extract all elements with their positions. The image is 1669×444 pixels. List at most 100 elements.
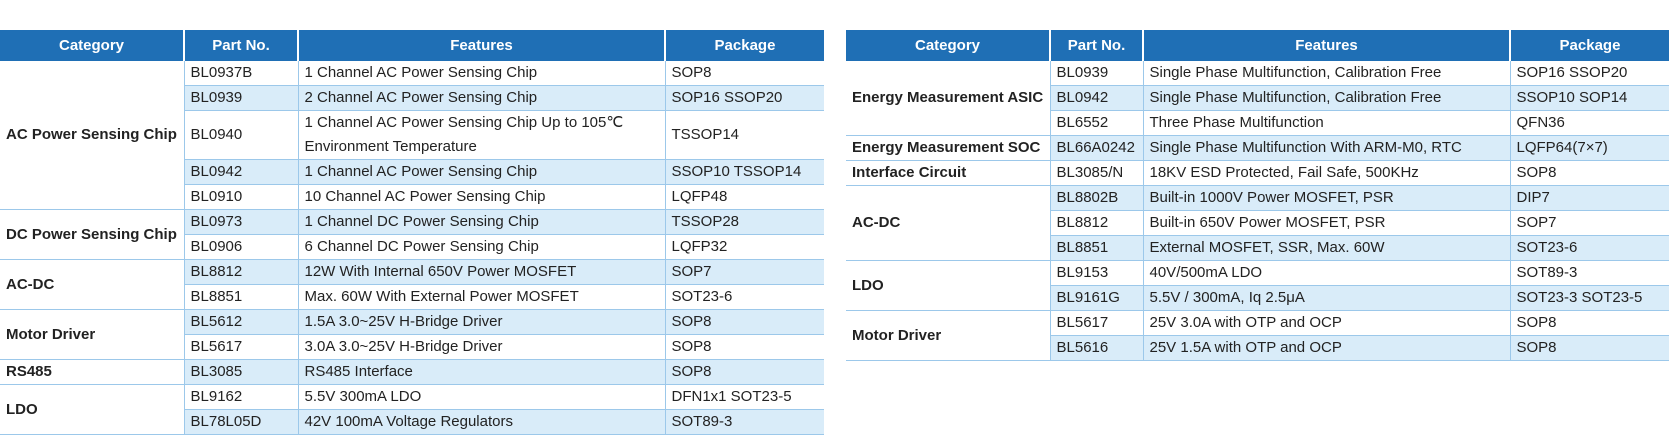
- part-no-cell: BL3085/N: [1050, 160, 1144, 186]
- package-cell: SOT89-3: [665, 409, 824, 435]
- features-cell: 1 Channel AC Power Sensing Chip: [298, 61, 666, 86]
- package-cell: SOP8: [665, 61, 824, 86]
- package-cell: SOP7: [665, 259, 824, 285]
- part-no-cell: BL8851: [1050, 235, 1144, 261]
- part-no-cell: BL5617: [1050, 310, 1144, 336]
- part-no-cell: BL0910: [184, 184, 299, 210]
- table-header-row: Category Part No. Features Package: [0, 30, 824, 61]
- features-cell: Built-in 1000V Power MOSFET, PSR: [1143, 185, 1511, 211]
- features-cell: 2 Channel AC Power Sensing Chip: [298, 85, 666, 111]
- features-cell: Single Phase Multifunction, Calibration …: [1143, 61, 1511, 86]
- part-no-cell: BL9161G: [1050, 285, 1144, 311]
- part-no-cell: BL0939: [1050, 61, 1144, 86]
- part-no-cell: BL5612: [184, 309, 299, 335]
- header-features: Features: [298, 30, 666, 61]
- package-cell: TSSOP14: [665, 110, 824, 160]
- table-row: BL8851 Max. 60W With External Power MOSFE…: [0, 284, 824, 310]
- product-table-left: Category Part No. Features Package AC Po…: [0, 30, 824, 435]
- features-cell: 18KV ESD Protected, Fail Safe, 500KHz: [1143, 160, 1511, 186]
- features-cell: 40V/500mA LDO: [1143, 260, 1511, 286]
- category-cell: AC-DC: [0, 259, 185, 310]
- part-no-cell: BL9153: [1050, 260, 1144, 286]
- package-cell: SOP8: [1510, 310, 1669, 336]
- table-row: DC Power Sensing Chip BL0973 1 Channel DC …: [0, 209, 824, 260]
- package-cell: SOT23-3 SOT23-5: [1510, 285, 1669, 311]
- package-cell: SOP8: [1510, 160, 1669, 186]
- table-row: BL0939 2 Channel AC Power Sensing Chip SOP…: [0, 85, 824, 111]
- features-cell: 1 Channel DC Power Sensing Chip: [298, 209, 666, 235]
- part-no-cell: BL6552: [1050, 110, 1144, 136]
- package-cell: SOT23-6: [665, 284, 824, 310]
- features-cell: Three Phase Multifunction: [1143, 110, 1511, 136]
- category-cell: RS485: [0, 359, 185, 385]
- table-row: BL8851 External MOSFET, SSR, Max. 60W SOT2…: [846, 235, 1669, 261]
- part-no-cell: BL0942: [1050, 85, 1144, 111]
- category-cell: Motor Driver: [846, 310, 1051, 361]
- table-row: Motor Driver BL5612 1.5A 3.0~25V H-Bridge …: [0, 309, 824, 360]
- part-no-cell: BL0940: [184, 110, 299, 160]
- part-no-cell: BL5617: [184, 334, 299, 360]
- part-no-cell: BL0942: [184, 159, 299, 185]
- header-package: Package: [665, 30, 824, 61]
- table-row: BL5617 3.0A 3.0~25V H-Bridge Driver SOP8: [0, 334, 824, 360]
- package-cell: QFN36: [1510, 110, 1669, 136]
- features-cell: 5.5V / 300mA, Iq 2.5μA: [1143, 285, 1511, 311]
- features-cell: 10 Channel AC Power Sensing Chip: [298, 184, 666, 210]
- part-no-cell: BL8851: [184, 284, 299, 310]
- table-header-row: Category Part No. Features Package: [846, 30, 1669, 61]
- package-cell: SSOP10 TSSOP14: [665, 159, 824, 185]
- table-row: LDO BL9153 40V/500mA LDO SOT89-3: [846, 260, 1669, 311]
- features-cell: 3.0A 3.0~25V H-Bridge Driver: [298, 334, 666, 360]
- part-no-cell: BL78L05D: [184, 409, 299, 435]
- features-cell: Max. 60W With External Power MOSFET: [298, 284, 666, 310]
- category-cell: Energy Measurement ASIC: [846, 61, 1051, 136]
- package-cell: SSOP10 SOP14: [1510, 85, 1669, 111]
- package-cell: TSSOP28: [665, 209, 824, 235]
- features-cell: 1 Channel AC Power Sensing Chip: [298, 159, 666, 185]
- package-cell: SOP16 SSOP20: [665, 85, 824, 111]
- features-cell: External MOSFET, SSR, Max. 60W: [1143, 235, 1511, 261]
- table-row: BL0940 1 Channel AC Power Sensing Chip Up…: [0, 110, 824, 160]
- category-cell: AC Power Sensing Chip: [0, 61, 185, 210]
- package-cell: LQFP32: [665, 234, 824, 260]
- part-no-cell: BL0973: [184, 209, 299, 235]
- features-cell: 1 Channel AC Power Sensing Chip Up to 10…: [298, 110, 666, 160]
- package-cell: LQFP64(7×7): [1510, 135, 1669, 161]
- category-cell: Interface Circuit: [846, 160, 1051, 186]
- table-row: BL78L05D 42V 100mA Voltage Regulators SOT8…: [0, 409, 824, 435]
- features-cell: Single Phase Multifunction, Calibration …: [1143, 85, 1511, 111]
- table-row: BL0910 10 Channel AC Power Sensing Chip LQ…: [0, 184, 824, 210]
- header-package: Package: [1510, 30, 1669, 61]
- features-cell: 25V 3.0A with OTP and OCP: [1143, 310, 1511, 336]
- category-cell: LDO: [0, 384, 185, 435]
- part-no-cell: BL0906: [184, 234, 299, 260]
- part-no-cell: BL3085: [184, 359, 299, 385]
- table-row: Interface Circuit BL3085/N 18KV ESD Protec…: [846, 160, 1669, 186]
- part-no-cell: BL8812: [1050, 210, 1144, 236]
- package-cell: SOP8: [665, 359, 824, 385]
- table-row: BL8812 Built-in 650V Power MOSFET, PSR SOP…: [846, 210, 1669, 236]
- table-row: Motor Driver BL5617 25V 3.0A with OTP and …: [846, 310, 1669, 361]
- header-category: Category: [846, 30, 1051, 61]
- features-cell: 42V 100mA Voltage Regulators: [298, 409, 666, 435]
- package-cell: SOT23-6: [1510, 235, 1669, 261]
- package-cell: SOP16 SSOP20: [1510, 61, 1669, 86]
- table-row: LDO BL9162 5.5V 300mA LDO DFN1x1 SOT23-5: [0, 384, 824, 435]
- features-cell: 12W With Internal 650V Power MOSFET: [298, 259, 666, 285]
- table-row: BL6552 Three Phase Multifunction QFN36: [846, 110, 1669, 136]
- category-cell: Energy Measurement SOC: [846, 135, 1051, 161]
- part-no-cell: BL0937B: [184, 61, 299, 86]
- table-row: BL5616 25V 1.5A with OTP and OCP SOP8: [846, 335, 1669, 361]
- table-row: AC-DC BL8802B Built-in 1000V Power MOSFET,…: [846, 185, 1669, 261]
- part-no-cell: BL66A0242: [1050, 135, 1144, 161]
- header-part-no: Part No.: [1050, 30, 1144, 61]
- category-cell: Motor Driver: [0, 309, 185, 360]
- package-cell: SOP8: [665, 334, 824, 360]
- package-cell: SOT89-3: [1510, 260, 1669, 286]
- table-row: BL0942 Single Phase Multifunction, Calibr…: [846, 85, 1669, 111]
- part-no-cell: BL0939: [184, 85, 299, 111]
- table-row: AC-DC BL8812 12W With Internal 650V Power …: [0, 259, 824, 310]
- table-row: Energy Measurement ASIC BL0939 Single Phas…: [846, 61, 1669, 136]
- package-cell: SOP8: [1510, 335, 1669, 361]
- part-no-cell: BL5616: [1050, 335, 1144, 361]
